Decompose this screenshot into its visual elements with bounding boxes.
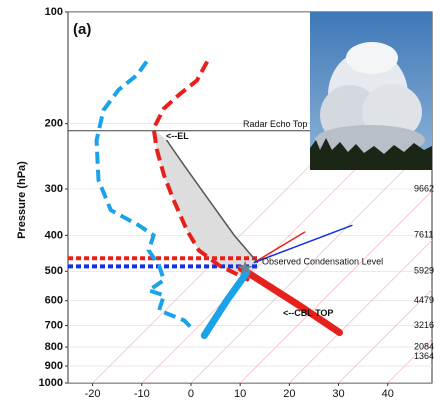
el-label: <--EL [166, 131, 189, 141]
cape-area [153, 128, 258, 281]
profile-line [94, 60, 196, 332]
height-label: 4479 [414, 295, 434, 305]
x-tick-label: 20 [283, 388, 295, 400]
y-tick-label: 400 [45, 229, 63, 241]
x-tick-label: 40 [382, 388, 394, 400]
cbl-label: <--CBL TOP [283, 308, 333, 318]
height-label: 2084 [414, 341, 434, 351]
photo-inset [310, 12, 432, 170]
y-tick-label: 1000 [39, 377, 63, 389]
height-label: 5929 [414, 266, 434, 276]
y-tick-label: 500 [45, 265, 63, 277]
y-tick-label: 300 [45, 183, 63, 195]
profile-line [151, 60, 250, 282]
y-tick-label: 900 [45, 360, 63, 372]
isotherm [141, 92, 432, 383]
plot-area [68, 60, 432, 340]
y-axis-label: Pressure (hPa) [16, 161, 28, 239]
y-tick-label: 600 [45, 295, 63, 307]
x-tick-label: 10 [234, 388, 246, 400]
cbl-marker [237, 260, 253, 275]
profile-line [200, 268, 251, 340]
height-label: 1364 [414, 351, 434, 361]
profile-line [166, 139, 259, 264]
isotherm [239, 190, 432, 383]
x-tick-label: 0 [188, 388, 194, 400]
height-label: 7611 [414, 230, 433, 240]
profile-line [253, 231, 306, 264]
x-tick-label: -20 [85, 388, 101, 400]
profile-line [253, 224, 353, 264]
x-tick-label: 30 [332, 388, 344, 400]
height-label: 3216 [414, 320, 434, 330]
profile-line [237, 264, 344, 337]
y-tick-label: 100 [45, 6, 63, 18]
isotherm [338, 289, 432, 383]
y-tick-label: 700 [45, 319, 63, 331]
x-tick-label: -10 [134, 388, 150, 400]
condensation-label: Observed Condensation Level [262, 257, 383, 267]
isotherm [190, 141, 432, 383]
panel-label: (a) [73, 21, 91, 38]
isotherm [289, 239, 432, 383]
y-tick-label: 800 [45, 341, 63, 353]
radar-echo-label: Radar Echo Top [243, 119, 307, 129]
y-tick-label: 200 [45, 118, 63, 130]
height-label: 9662 [414, 183, 434, 193]
